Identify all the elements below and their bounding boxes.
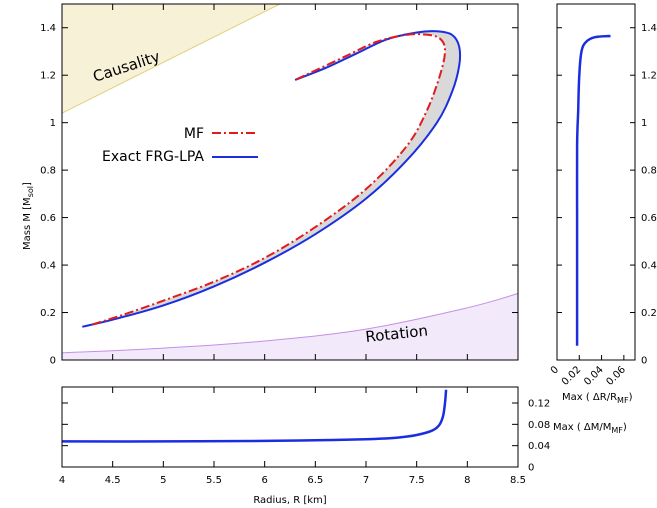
right-ytick-label: 0.8 xyxy=(641,166,657,177)
bottom-xtick-label: 8 xyxy=(464,475,470,486)
right-series xyxy=(575,34,611,346)
right-xtick-label: 0 xyxy=(549,364,561,376)
right-ytick-label: 0.2 xyxy=(641,308,657,319)
legend: MF Exact FRG-LPA xyxy=(102,126,258,165)
main-y-axis-label: Mass M [Msol] xyxy=(22,182,35,250)
right-xtick-label: 0.04 xyxy=(582,364,606,388)
main-ticks: 0 0.2 0.4 0.6 0.8 1 1.2 1.4 xyxy=(40,4,519,367)
bottom-plot-frame xyxy=(61,386,519,468)
main-ytick-label: 1.4 xyxy=(40,23,56,34)
bottom-series xyxy=(61,389,448,443)
right-plot-frame xyxy=(556,3,636,361)
main-panel: 00.20.40.60.811.21.4 Causality Rotation … xyxy=(22,3,519,367)
bottom-right-axis-label: Max ( ΔM/MMF) xyxy=(553,422,627,435)
right-xtick-label: 0.02 xyxy=(560,364,584,388)
causality-boundary xyxy=(61,3,281,114)
right-ytick-label: 0 xyxy=(641,356,647,367)
rotation-boundary xyxy=(61,293,519,354)
bottom-ytick-label: 0.08 xyxy=(528,420,550,431)
main-ytick-label: 1.2 xyxy=(40,71,56,82)
bottom-xtick-label: 5.5 xyxy=(206,475,222,486)
bottom-ytick-label: 0.12 xyxy=(528,399,550,410)
series-line-frg xyxy=(82,30,462,328)
main-ytick-label: 0.2 xyxy=(40,308,56,319)
bottom-xtick-label: 5 xyxy=(160,475,166,486)
right-ytick-label: 1 xyxy=(641,118,647,129)
bottom-xtick-label: 8.5 xyxy=(510,475,526,486)
main-ytick-label: 0.8 xyxy=(40,166,56,177)
right-xtick-label: 0.06 xyxy=(604,364,628,388)
main-plot-frame xyxy=(61,3,519,361)
bottom-xtick-label: 6.5 xyxy=(307,475,323,486)
right-ytick-label: 1.2 xyxy=(641,71,657,82)
main-ytick-label: 0.4 xyxy=(40,261,56,272)
right-ytick-label: 1.4 xyxy=(641,23,657,34)
bottom-ytick-label: 0 xyxy=(528,463,534,474)
legend-label-mf: MF xyxy=(184,126,204,142)
bottom-xtick-label: 4.5 xyxy=(105,475,121,486)
bottom-ytick-label: 0.04 xyxy=(528,441,550,452)
bottom-x-axis-label: Radius, R [km] xyxy=(253,495,326,506)
bottom-ticks: 4 4.5 5 5.5 6 6.5 7 7.5 8 8.50 0.04 0.08 0.12 xyxy=(59,387,550,486)
main-ytick-label: 1 xyxy=(50,118,56,129)
legend-label-frg: Exact FRG-LPA xyxy=(102,149,204,165)
right-ticks: 00.20.40.60.811.21.400.020.040.06 xyxy=(549,23,657,388)
bottom-xtick-label: 6 xyxy=(261,475,267,486)
bottom-xtick-label: 4 xyxy=(59,475,65,486)
right-ytick-label: 0.6 xyxy=(641,213,657,224)
bottom-xtick-label: 7 xyxy=(363,475,369,486)
main-series xyxy=(82,30,462,328)
bottom-panel: 4 4.5 5 5.5 6 6.5 7 7.5 8 8.50 0.04 0.08 0.12 Max ( … xyxy=(59,386,627,506)
right-panel: 00.20.40.60.811.21.400.020.040.06 Max ( … xyxy=(549,3,657,405)
main-ytick-label: 0 xyxy=(50,356,56,367)
main-ytick-label: 0.6 xyxy=(40,213,56,224)
main-regions xyxy=(61,3,519,360)
right-series-line xyxy=(575,34,611,346)
rotation-region xyxy=(62,293,518,360)
right-x-axis-label: Max ( ΔR/RMF) xyxy=(562,392,633,405)
series-line-mf xyxy=(92,33,447,326)
right-ytick-label: 0.4 xyxy=(641,261,657,272)
difference-band xyxy=(82,31,461,327)
bottom-xtick-label: 7.5 xyxy=(409,475,425,486)
bottom-series-line xyxy=(61,389,448,443)
